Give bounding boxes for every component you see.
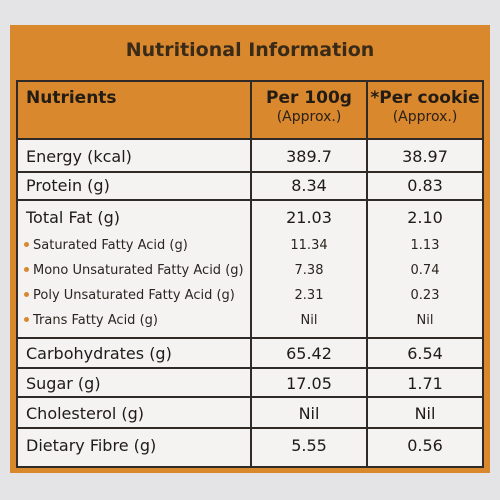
nutrition-table: Nutrients Per 100g (Approx.) *Per cookie… <box>16 80 484 468</box>
bullet-dot-icon <box>24 292 29 297</box>
column-divider <box>250 82 252 466</box>
row-trans-per100g: Nil <box>300 313 318 328</box>
row-protein-per100g: 8.34 <box>291 176 327 195</box>
row-totalfat-percookie: 2.10 <box>407 208 443 227</box>
bullet-dot-icon <box>24 267 29 272</box>
header-percookie-note: (Approx.) <box>392 109 458 125</box>
row-cholesterol-per100g: Nil <box>298 404 320 423</box>
row-trans-percookie: Nil <box>416 313 434 328</box>
row-mono-per100g: 7.38 <box>294 263 324 278</box>
row-totalfat-name: Total Fat (g) <box>26 208 120 227</box>
row-trans-label: Trans Fatty Acid (g) <box>33 313 158 328</box>
row-poly-per100g: 2.31 <box>294 288 324 303</box>
row-sugar-per100g: 17.05 <box>286 374 332 393</box>
row-cholesterol-percookie: Nil <box>414 404 436 423</box>
row-mono-label: Mono Unsaturated Fatty Acid (g) <box>33 263 244 278</box>
header-percookie: *Per cookie <box>370 88 480 108</box>
row-mono-percookie: 0.74 <box>410 263 440 278</box>
bullet-dot-icon <box>24 242 29 247</box>
row-energy-percookie: 38.97 <box>402 147 448 166</box>
row-saturated-per100g: 11.34 <box>290 238 328 253</box>
row-cholesterol-name: Cholesterol (g) <box>26 404 145 423</box>
column-divider <box>366 82 368 466</box>
label-title: Nutritional Information <box>125 39 375 61</box>
row-protein-name: Protein (g) <box>26 176 110 195</box>
row-fibre-name: Dietary Fibre (g) <box>26 436 157 455</box>
row-poly-label: Poly Unsaturated Fatty Acid (g) <box>33 288 235 303</box>
row-energy-name: Energy (kcal) <box>26 147 132 166</box>
row-protein-percookie: 0.83 <box>407 176 443 195</box>
nutrition-label: Nutritional Information Nutrients Per 10… <box>10 25 490 473</box>
row-sugar-percookie: 1.71 <box>407 374 443 393</box>
header-per100g: Per 100g <box>266 88 352 108</box>
row-carbs-per100g: 65.42 <box>286 344 332 363</box>
row-saturated-percookie: 1.13 <box>410 238 440 253</box>
row-carbs-name: Carbohydrates (g) <box>26 344 172 363</box>
row-carbs-percookie: 6.54 <box>407 344 443 363</box>
row-saturated-label: Saturated Fatty Acid (g) <box>33 238 188 253</box>
row-totalfat-per100g: 21.03 <box>286 208 332 227</box>
row-fibre-per100g: 5.55 <box>291 436 327 455</box>
row-sugar-name: Sugar (g) <box>26 374 101 393</box>
row-poly-name: Poly Unsaturated Fatty Acid (g) <box>24 288 235 303</box>
row-mono-name: Mono Unsaturated Fatty Acid (g) <box>24 263 244 278</box>
row-poly-percookie: 0.23 <box>410 288 440 303</box>
row-fibre-percookie: 0.56 <box>407 436 443 455</box>
row-energy-per100g: 389.7 <box>286 147 332 166</box>
row-saturated-name: Saturated Fatty Acid (g) <box>24 238 188 253</box>
bullet-dot-icon <box>24 317 29 322</box>
row-trans-name: Trans Fatty Acid (g) <box>24 313 158 328</box>
header-per100g-note: (Approx.) <box>276 109 342 125</box>
header-nutrients: Nutrients <box>26 88 117 108</box>
